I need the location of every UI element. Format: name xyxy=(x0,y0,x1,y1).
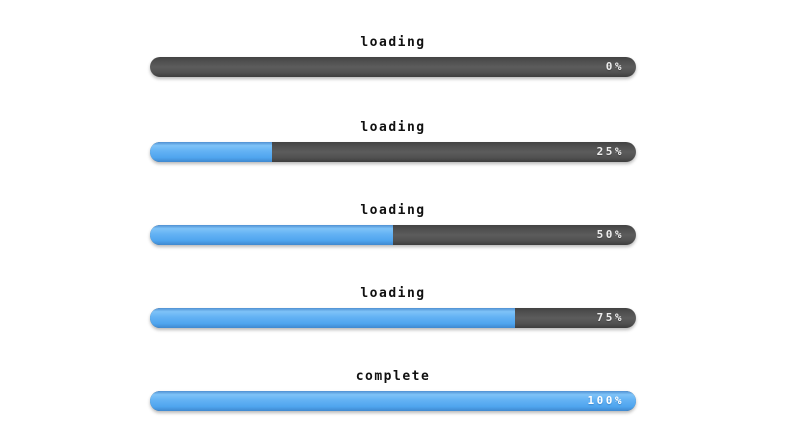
progress-fill xyxy=(150,391,636,411)
progress-row: loading 0% xyxy=(150,36,636,77)
progress-fill xyxy=(150,308,515,328)
progress-row: loading 50% xyxy=(150,204,636,245)
progress-track: 75% xyxy=(150,308,636,328)
progress-track: 25% xyxy=(150,142,636,162)
progress-label: loading xyxy=(360,203,426,218)
progress-row: loading 25% xyxy=(150,121,636,162)
progress-percent: 0% xyxy=(605,60,624,73)
progress-percent: 25% xyxy=(596,145,624,158)
progress-percent: 100% xyxy=(587,394,624,407)
progress-label: loading xyxy=(360,120,426,135)
progress-fill xyxy=(150,225,393,245)
progress-row: loading 75% xyxy=(150,287,636,328)
progress-percent: 75% xyxy=(596,311,624,324)
progress-track: 50% xyxy=(150,225,636,245)
progress-fill xyxy=(150,142,272,162)
progress-track: 100% xyxy=(150,391,636,411)
progress-label: complete xyxy=(355,369,431,384)
progress-row: complete 100% xyxy=(150,370,636,411)
progress-percent: 50% xyxy=(596,228,624,241)
progress-label: loading xyxy=(360,35,426,50)
progress-label: loading xyxy=(360,286,426,301)
progress-track: 0% xyxy=(150,57,636,77)
